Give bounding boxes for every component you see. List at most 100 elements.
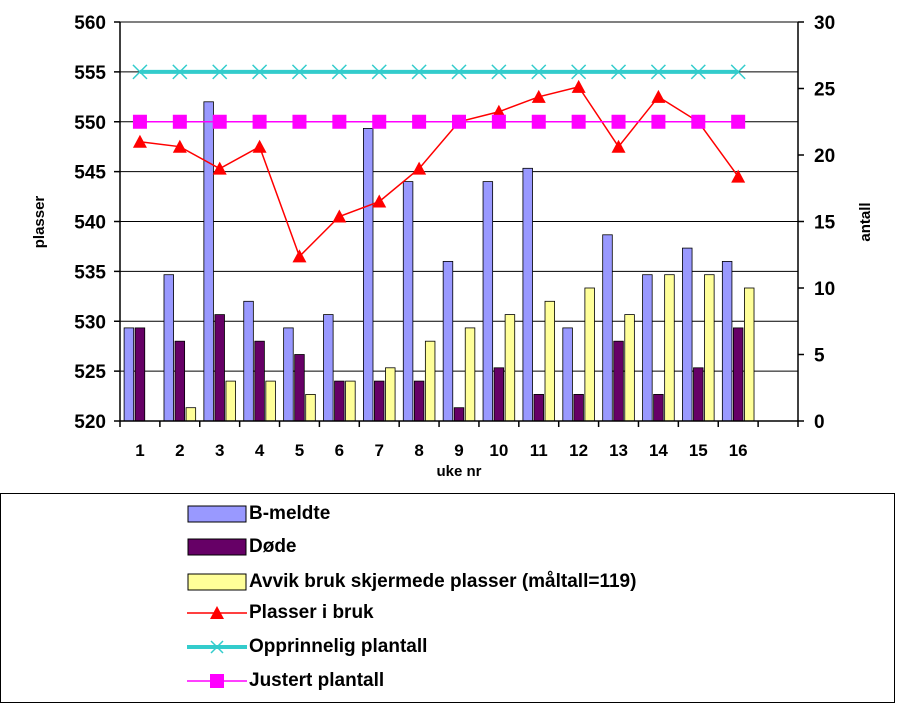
y-tick-label: 545 bbox=[74, 163, 106, 184]
bar-2 bbox=[453, 407, 465, 422]
bar-2 bbox=[134, 327, 146, 422]
marker-x-stroke bbox=[690, 64, 706, 80]
y-tick-label: 535 bbox=[74, 262, 106, 283]
x-tick-label: 16 bbox=[729, 441, 748, 460]
bar-1 bbox=[442, 260, 454, 422]
legend-swatch-plasser-i-bruk bbox=[187, 602, 249, 624]
bar-1 bbox=[203, 101, 214, 422]
marker-square bbox=[332, 114, 347, 129]
x-tick-label: 10 bbox=[489, 441, 508, 460]
legend: B-meldte Døde Avvik bruk skjermede plass… bbox=[0, 493, 895, 703]
legend-label-dode: Døde bbox=[249, 536, 297, 557]
marker-square bbox=[132, 114, 147, 129]
marker-square bbox=[172, 114, 187, 129]
bar-2 bbox=[573, 393, 584, 422]
x-tick-label: 12 bbox=[569, 441, 588, 460]
x-tick-label: 7 bbox=[375, 441, 384, 460]
marker-square bbox=[412, 114, 427, 129]
marker-triangle bbox=[372, 194, 387, 208]
y-tick-label: 555 bbox=[74, 63, 106, 84]
marker-square bbox=[611, 114, 626, 129]
marker-x bbox=[371, 64, 387, 80]
marker-square bbox=[452, 114, 466, 129]
y2-tick-label: 5 bbox=[814, 346, 825, 367]
x-axis-title: uke nr bbox=[436, 463, 481, 480]
marker-triangle bbox=[412, 161, 427, 175]
bar-2 bbox=[334, 380, 345, 422]
marker-square bbox=[292, 114, 307, 129]
bar-1 bbox=[123, 327, 135, 422]
marker-x bbox=[411, 64, 427, 80]
legend-item-opprinnelig: Opprinnelig plantall bbox=[187, 636, 427, 658]
marker-triangle bbox=[332, 209, 347, 223]
marker-x-stroke bbox=[650, 64, 666, 80]
bar-3 bbox=[504, 314, 516, 422]
marker-x bbox=[451, 64, 467, 80]
bar-1 bbox=[323, 314, 334, 422]
y-tick-label: 520 bbox=[74, 412, 106, 433]
marker-x-stroke bbox=[291, 64, 308, 80]
marker-x bbox=[690, 64, 706, 80]
y2-tick-label: 0 bbox=[814, 412, 825, 433]
bar-1 bbox=[522, 167, 533, 422]
marker-triangle bbox=[292, 249, 307, 263]
marker-square bbox=[571, 114, 586, 129]
x-tick-label: 3 bbox=[215, 441, 224, 460]
marker-square bbox=[531, 114, 546, 129]
bar-1 bbox=[482, 181, 494, 422]
legend-item-b-meldte: B-meldte bbox=[187, 503, 330, 525]
marker-x-stroke bbox=[491, 64, 507, 80]
legend-label-b-meldte: B-meldte bbox=[249, 503, 331, 524]
marker-x bbox=[212, 64, 228, 80]
bar-3 bbox=[305, 393, 316, 422]
legend-label-avvik: Avvik bruk skjermede plasser (måltall=11… bbox=[249, 571, 637, 592]
bar-3 bbox=[424, 340, 436, 422]
marker-triangle bbox=[212, 161, 227, 175]
bar-2 bbox=[693, 367, 704, 422]
bar-1 bbox=[682, 247, 693, 422]
bar-2 bbox=[653, 393, 664, 422]
legend-label-opprinnelig: Opprinnelig plantall bbox=[249, 636, 428, 657]
y-tick-label: 525 bbox=[74, 362, 106, 383]
bar-3 bbox=[624, 314, 635, 422]
marker-x-stroke bbox=[252, 64, 268, 80]
legend-item-justert: Justert plantall bbox=[187, 670, 384, 692]
bar-2 bbox=[214, 314, 225, 422]
legend-swatch-opprinnelig bbox=[187, 636, 249, 658]
x-tick-label: 5 bbox=[295, 441, 304, 460]
marker-x bbox=[730, 64, 746, 80]
bar-3 bbox=[664, 274, 675, 422]
marker-triangle bbox=[731, 169, 746, 183]
legend-item-avvik: Avvik bruk skjermede plasser (måltall=11… bbox=[187, 571, 636, 593]
bar-2 bbox=[174, 340, 186, 422]
x-tick-label: 9 bbox=[454, 441, 463, 460]
marker-x-stroke bbox=[331, 64, 347, 80]
bar-1 bbox=[243, 300, 254, 422]
marker-x-stroke bbox=[212, 64, 228, 80]
bar-2 bbox=[493, 367, 505, 422]
bar-3 bbox=[744, 287, 755, 422]
marker-x bbox=[610, 64, 627, 80]
bar-2 bbox=[294, 354, 305, 422]
bar-2 bbox=[533, 393, 544, 422]
x-tick-label: 13 bbox=[609, 441, 628, 460]
marker-square bbox=[691, 114, 706, 129]
x-tick-label: 6 bbox=[335, 441, 344, 460]
legend-item-plasser-i-bruk: Plasser i bruk bbox=[187, 602, 374, 624]
x-tick-label: 4 bbox=[255, 441, 265, 460]
legend-swatch-dode bbox=[187, 536, 249, 558]
x-tick-label: 15 bbox=[689, 441, 708, 460]
bar-2 bbox=[732, 327, 744, 422]
y2-tick-label: 10 bbox=[814, 279, 835, 300]
marker-x bbox=[132, 64, 148, 80]
bar-3 bbox=[544, 300, 556, 422]
legend-label-plasser-i-bruk: Plasser i bruk bbox=[249, 602, 374, 623]
bar-2 bbox=[254, 340, 265, 422]
legend-label-justert: Justert plantall bbox=[249, 670, 385, 691]
y-tick-label: 540 bbox=[74, 213, 106, 234]
marker-square bbox=[651, 114, 666, 129]
bar-2 bbox=[613, 340, 624, 422]
x-tick-label: 11 bbox=[530, 441, 548, 460]
marker-x bbox=[172, 64, 188, 80]
axes-group: 5205255305355405455505555600510152025301… bbox=[74, 13, 835, 460]
